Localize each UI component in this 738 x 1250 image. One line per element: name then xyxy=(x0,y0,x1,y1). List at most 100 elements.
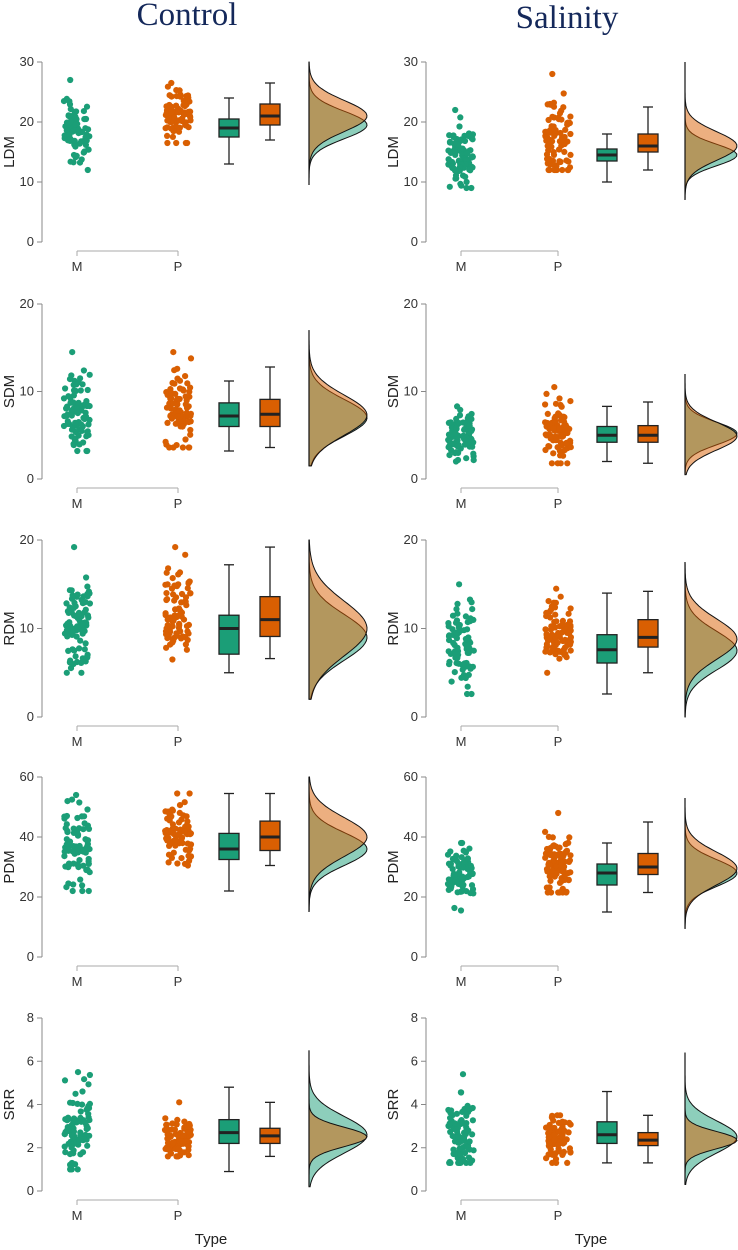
y-tick-label: 4 xyxy=(27,1097,34,1112)
data-point-p xyxy=(171,114,178,121)
data-point-p xyxy=(185,579,192,586)
data-point-m xyxy=(86,133,93,140)
data-point-m xyxy=(74,623,81,630)
data-point-p xyxy=(545,1134,553,1141)
data-point-p xyxy=(183,623,191,630)
data-point-p xyxy=(164,1153,171,1160)
data-point-p xyxy=(555,844,562,852)
data-point-m xyxy=(460,881,467,889)
data-point-m xyxy=(453,606,460,613)
data-point-p xyxy=(552,433,560,440)
x-tick-label: M xyxy=(72,1208,83,1223)
data-point-m xyxy=(67,76,74,84)
data-point-p xyxy=(181,1118,188,1125)
data-point-m xyxy=(468,690,475,698)
data-point-p xyxy=(187,355,195,362)
data-point-p xyxy=(551,604,559,611)
data-point-m xyxy=(69,629,76,636)
data-point-m xyxy=(74,1166,81,1173)
data-point-m xyxy=(465,634,472,641)
data-point-m xyxy=(75,399,82,406)
data-point-m xyxy=(78,128,86,136)
data-point-m xyxy=(81,820,88,827)
data-point-m xyxy=(70,440,77,447)
data-point-p xyxy=(550,425,557,432)
panel-control-pdm: 0 20 40 60 PDM M P xyxy=(1,769,368,989)
data-point-p xyxy=(544,410,551,417)
data-point-p xyxy=(170,400,177,407)
data-point-m xyxy=(460,627,468,634)
data-point-p xyxy=(185,418,192,426)
data-point-p xyxy=(564,621,571,628)
data-point-p xyxy=(545,598,552,605)
data-point-m xyxy=(86,1132,93,1139)
data-point-m xyxy=(74,447,81,455)
data-point-p xyxy=(179,840,186,847)
data-point-p xyxy=(550,149,557,156)
data-point-m xyxy=(82,640,89,647)
data-point-p xyxy=(553,852,561,859)
data-point-m xyxy=(450,639,457,647)
x-tick-label: P xyxy=(554,259,563,274)
data-point-m xyxy=(450,147,458,154)
panel-control-rdm: 0 10 20 RDM M P xyxy=(1,532,368,749)
data-point-p xyxy=(546,873,553,880)
data-point-m xyxy=(84,806,91,813)
data-point-p xyxy=(168,390,175,397)
data-point-m xyxy=(72,121,79,128)
data-point-p xyxy=(546,100,554,108)
data-point-m xyxy=(72,843,79,850)
data-point-m xyxy=(468,427,475,435)
data-point-p xyxy=(176,395,183,403)
data-point-m xyxy=(84,166,91,174)
data-point-m xyxy=(454,600,461,608)
data-point-m xyxy=(85,887,92,895)
data-point-m xyxy=(69,887,76,895)
data-point-m xyxy=(469,606,476,613)
data-point-p xyxy=(548,460,556,467)
data-point-p xyxy=(567,1148,574,1155)
y-tick-label: 0 xyxy=(27,234,34,249)
data-point-p xyxy=(555,425,563,432)
data-point-m xyxy=(457,406,464,413)
data-point-p xyxy=(181,799,188,806)
data-point-m xyxy=(463,455,470,462)
data-point-p xyxy=(182,139,189,147)
data-point-m xyxy=(79,1088,86,1095)
data-point-m xyxy=(84,583,91,590)
data-point-m xyxy=(64,420,71,427)
data-point-m xyxy=(470,457,477,464)
data-point-p xyxy=(164,622,171,629)
data-point-m xyxy=(84,428,91,435)
data-point-m xyxy=(63,405,70,412)
data-point-m xyxy=(86,1071,93,1079)
data-point-m xyxy=(459,145,466,152)
data-point-m xyxy=(85,825,93,833)
box-p xyxy=(637,133,659,153)
data-point-p xyxy=(175,624,182,632)
x-tick-label: M xyxy=(456,496,467,511)
data-point-m xyxy=(446,183,453,190)
data-point-m xyxy=(456,412,464,419)
data-point-p xyxy=(164,596,171,603)
data-point-m xyxy=(74,591,81,598)
data-point-m xyxy=(450,134,457,141)
y-tick-label: 2 xyxy=(411,1140,418,1155)
data-point-p xyxy=(567,444,574,451)
data-point-p xyxy=(169,575,176,582)
data-point-p xyxy=(542,626,549,633)
data-point-m xyxy=(70,829,77,837)
data-point-m xyxy=(81,1076,88,1083)
data-point-m xyxy=(79,882,86,889)
data-point-m xyxy=(452,619,460,626)
data-point-m xyxy=(64,1127,71,1134)
data-point-m xyxy=(68,1144,75,1151)
data-point-p xyxy=(175,128,183,135)
data-point-m xyxy=(65,609,72,617)
data-point-p xyxy=(555,809,562,817)
data-point-m xyxy=(82,141,89,148)
y-tick-label: 0 xyxy=(411,709,418,724)
data-point-m xyxy=(464,1144,471,1151)
